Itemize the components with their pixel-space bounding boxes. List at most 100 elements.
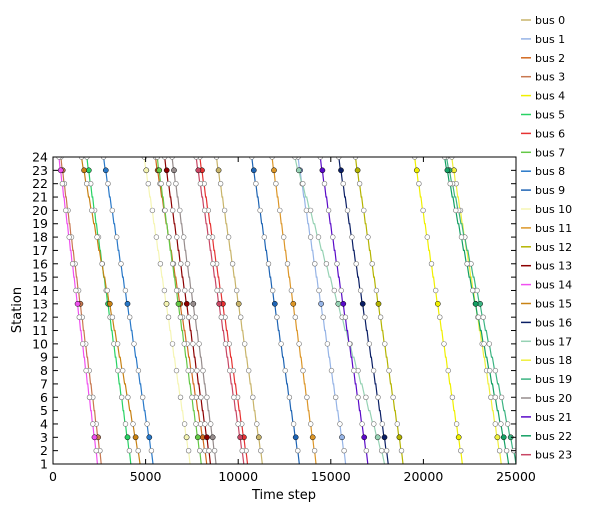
station-stop-marker [192, 314, 199, 320]
station-stop-marker [296, 341, 302, 347]
series-line-bus-20 [171, 157, 217, 464]
boarding-marker [183, 434, 190, 441]
station-stop-marker [66, 234, 72, 240]
boarding-marker [255, 434, 262, 441]
station-stop-marker [126, 448, 133, 454]
station-stop-marker [196, 341, 202, 347]
station-stop-marker [307, 207, 314, 214]
station-stop-marker [379, 421, 385, 427]
boarding-marker [57, 167, 64, 174]
station-stop-marker [363, 394, 369, 400]
station-stop-marker [115, 367, 121, 374]
legend-label: bus 10 [535, 203, 572, 216]
station-stop-marker [292, 314, 298, 320]
boarding-marker [204, 434, 210, 441]
y-tick-label: 5 [40, 403, 48, 418]
station-stop-marker [359, 421, 365, 427]
station-stop-marker [197, 448, 203, 454]
station-stop-marker [458, 448, 464, 454]
station-stop-marker [89, 207, 95, 214]
boarding-marker [81, 167, 87, 174]
boarding-marker [216, 300, 223, 307]
station-stop-marker [344, 207, 351, 214]
station-stop-marker [480, 314, 486, 320]
boarding-marker [319, 167, 326, 174]
y-tick-label: 24 [32, 150, 48, 165]
station-stop-marker [118, 394, 125, 400]
station-stop-marker [59, 181, 66, 187]
y-tick-label: 13 [32, 296, 48, 311]
series-line-bus-19 [445, 157, 516, 464]
station-stop-marker [470, 287, 476, 294]
station-stop-marker [290, 421, 297, 427]
station-stop-marker [474, 287, 480, 294]
station-stop-marker [83, 367, 89, 374]
station-stop-marker [420, 207, 426, 214]
station-stop-marker [222, 341, 229, 347]
station-stop-marker [390, 394, 396, 400]
boarding-marker [335, 300, 342, 307]
station-stop-marker [148, 448, 155, 454]
station-stop-marker [140, 394, 146, 400]
station-stop-marker [218, 314, 225, 320]
station-stop-marker [211, 448, 218, 454]
station-stop-marker [221, 207, 228, 214]
station-stop-marker [200, 367, 206, 374]
legend-label: bus 0 [535, 14, 565, 27]
station-stop-marker [162, 207, 168, 214]
station-stop-marker [225, 234, 232, 240]
station-stop-marker [382, 341, 388, 347]
boarding-marker [339, 434, 345, 441]
x-axis-ticks: 0 5000 10000 15000 20000 25000 [49, 157, 536, 484]
station-stop-marker [428, 261, 435, 267]
station-stop-marker [321, 181, 328, 187]
station-stop-marker [361, 207, 367, 214]
boarding-marker [295, 167, 302, 174]
station-stop-marker [363, 448, 369, 454]
station-stop-marker [270, 287, 276, 294]
boarding-marker [215, 167, 222, 174]
station-stop-marker [353, 261, 359, 267]
x-tick-label: 5000 [130, 469, 162, 484]
station-stop-marker [153, 234, 160, 240]
station-stop-marker [464, 261, 470, 267]
station-stop-marker [370, 367, 377, 374]
legend-label: bus 4 [535, 90, 565, 103]
station-stop-marker [492, 367, 499, 374]
legend-label: bus 1 [535, 33, 565, 46]
station-stop-marker [227, 367, 233, 374]
station-stop-marker [177, 207, 183, 214]
station-stop-marker [104, 287, 111, 294]
station-stop-marker [447, 181, 453, 187]
y-tick-label: 6 [40, 390, 48, 405]
boarding-marker [250, 167, 257, 174]
boarding-marker [124, 300, 131, 307]
station-stop-marker [505, 421, 511, 427]
station-stop-marker [190, 341, 196, 347]
series-line-bus-16 [338, 157, 389, 464]
station-stop-marker [94, 234, 100, 240]
station-stop-marker [300, 367, 306, 374]
station-stop-marker [486, 341, 492, 347]
station-stop-marker [109, 207, 116, 214]
boarding-marker [359, 300, 366, 307]
station-stop-marker [173, 287, 180, 294]
boarding-marker [375, 300, 382, 307]
boarding-marker [209, 434, 216, 441]
station-stop-marker [197, 181, 204, 187]
station-stop-marker [113, 234, 120, 240]
y-tick-label: 20 [32, 203, 48, 218]
boarding-marker [361, 434, 368, 441]
station-stop-marker [208, 421, 214, 427]
boarding-marker [455, 434, 462, 441]
boarding-marker [175, 300, 182, 307]
station-stop-marker [416, 181, 422, 187]
y-tick-label: 23 [32, 163, 48, 178]
legend-label: bus 14 [535, 279, 572, 292]
station-stop-marker [475, 314, 482, 320]
station-stop-marker [349, 234, 355, 240]
series-line-bus-14 [58, 157, 98, 464]
station-stop-marker [488, 394, 494, 400]
station-stop-marker [144, 421, 150, 427]
station-stop-marker [334, 261, 340, 267]
